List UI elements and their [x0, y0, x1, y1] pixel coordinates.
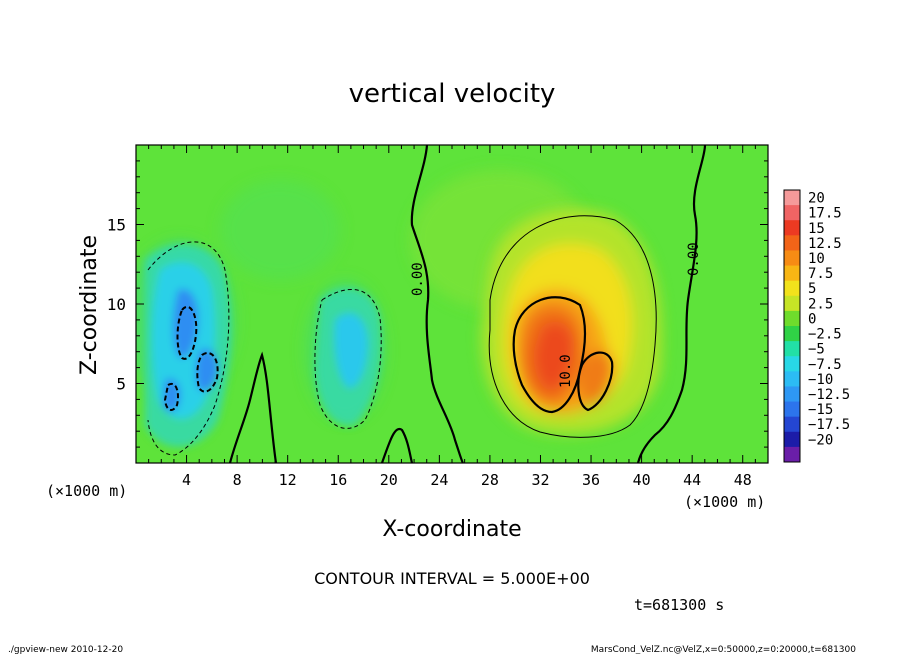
y-tick-label: 5: [116, 375, 126, 394]
colorbar-label: 10: [808, 251, 825, 267]
downdraft-region: [145, 244, 382, 447]
colorbar-label: −17.5: [808, 417, 850, 433]
colorbar-label: −10: [808, 372, 833, 388]
contour-label: 0.00: [410, 262, 426, 296]
colorbar-swatch: [784, 326, 800, 342]
colorbar-swatch: [784, 371, 800, 387]
colorbar-swatch: [784, 190, 800, 206]
plot-area: [136, 145, 768, 463]
y-axis-label: Z-coordinate: [77, 235, 102, 375]
contour-interval-note: CONTOUR INTERVAL = 5.000E+00: [314, 569, 590, 588]
colorbar-label: 2.5: [808, 296, 833, 312]
contour-label: 0.00: [686, 242, 702, 276]
colorbar-swatch: [784, 431, 800, 448]
colorbar-label: −20: [808, 432, 833, 448]
time-label: t=681300 s: [634, 596, 724, 614]
contour-lines: [147, 145, 707, 463]
x-tick-label: 8: [233, 471, 242, 489]
colorbar-swatch: [784, 235, 800, 251]
colorbar-label: 17.5: [808, 206, 842, 222]
colorbar-swatch: [784, 356, 800, 372]
footer-left: ./gpview-new 2010-12-20: [8, 645, 123, 654]
x-tick-label: 4: [182, 471, 191, 489]
colorbar-swatch: [784, 446, 800, 463]
x-tick-label: 20: [380, 471, 398, 489]
colorbar-label: 20: [808, 191, 825, 207]
colorbar-swatch: [784, 416, 800, 433]
x-tick-label: 48: [734, 471, 752, 489]
colorbar-label: 12.5: [808, 236, 842, 252]
y-axis: 5 10 15: [107, 160, 768, 448]
colorbar-swatch: [784, 205, 800, 221]
colorbar-swatch: [784, 220, 800, 236]
colorbar-swatch: [784, 386, 800, 403]
colorbar-label: 7.5: [808, 266, 833, 282]
colorbar-label: 0: [808, 311, 816, 327]
colorbar-swatch: [784, 341, 800, 357]
x-tick-label: 24: [430, 471, 448, 489]
contour-label: 10.0: [558, 354, 574, 388]
colorbar-swatch: [784, 401, 800, 418]
colorbar-label: 15: [808, 221, 825, 237]
colorbar-label: 5: [808, 281, 816, 297]
y-tick-label: 10: [107, 295, 126, 314]
colorbar-label: −7.5: [808, 357, 842, 373]
x-axis: 4 8 12 16 20 24 28 32 36 40 44 48: [148, 145, 756, 489]
colorbar-swatch: [784, 280, 800, 297]
x-unit-right: (×1000 m): [684, 493, 765, 511]
colorbar: 2017.51512.5107.552.50−2.5−5−7.5−10−12.5…: [783, 189, 850, 463]
colorbar-swatch: [784, 310, 800, 327]
x-axis-label: X-coordinate: [382, 517, 521, 542]
chart-title: vertical velocity: [349, 79, 556, 109]
x-tick-label: 12: [279, 471, 297, 489]
colorbar-label: −5: [808, 342, 825, 358]
x-unit-left: (×1000 m): [46, 482, 127, 500]
x-tick-label: 36: [582, 471, 600, 489]
colorbar-label: −12.5: [808, 387, 850, 403]
x-tick-label: 40: [633, 471, 651, 489]
x-tick-label: 16: [329, 471, 347, 489]
colorbar-label: −15: [808, 402, 833, 418]
colorbar-frame: [783, 189, 801, 463]
y-tick-label: 15: [107, 216, 126, 235]
x-tick-label: 32: [531, 471, 549, 489]
x-tick-label: 28: [481, 471, 499, 489]
footer-right: MarsCond_VelZ.nc@VelZ,x=0:50000,z=0:2000…: [591, 645, 856, 654]
colorbar-swatch: [784, 265, 800, 282]
colorbar-label: −2.5: [808, 327, 842, 343]
contour-label-group: 0.00 0.00 10.0: [410, 242, 702, 388]
colorbar-swatch: [784, 295, 800, 312]
colorbar-swatch: [784, 250, 800, 267]
updraft-region: [481, 209, 662, 434]
x-tick-label: 44: [683, 471, 701, 489]
